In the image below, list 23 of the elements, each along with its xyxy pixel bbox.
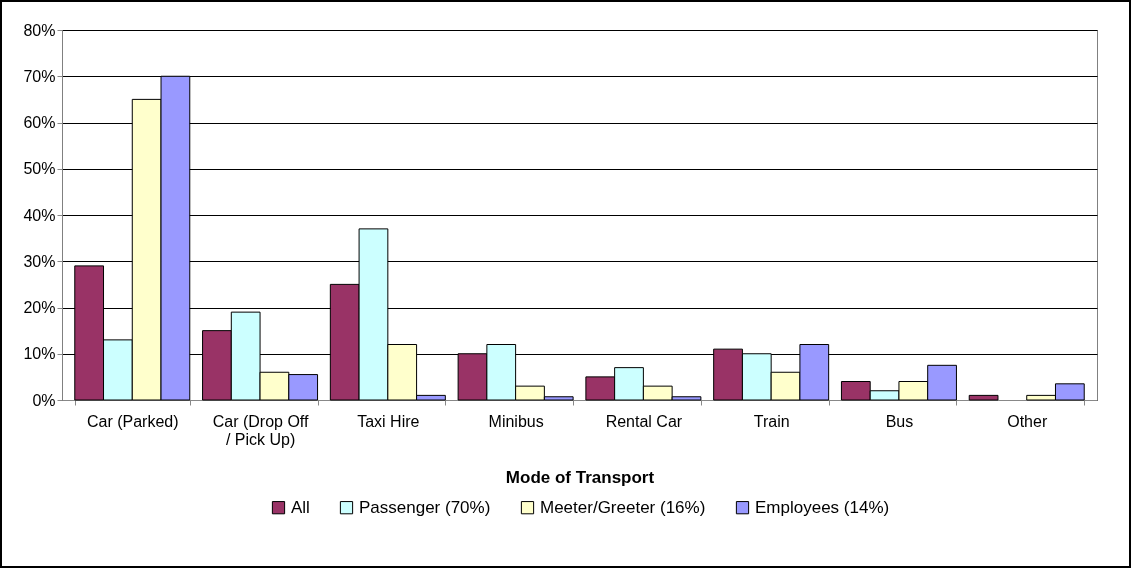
x-tick-label: Car (Drop Off / Pick Up) <box>212 412 309 448</box>
y-tick-label: 80% <box>23 21 56 39</box>
x-tick-label: Other <box>1007 412 1048 430</box>
x-tick-label: Car (Parked) <box>86 412 179 430</box>
y-tick-label: 40% <box>23 206 56 224</box>
x-tick-label: Minibus <box>488 412 544 430</box>
bar <box>968 394 999 401</box>
x-axis-title: Mode of Transport <box>505 467 655 487</box>
y-tick-label: 20% <box>23 299 56 316</box>
legend-label: All <box>291 497 310 517</box>
x-tick-label: Train <box>753 412 790 430</box>
legend-label: Passenger (70%) <box>359 497 491 517</box>
y-tick-label: 60% <box>23 114 56 131</box>
y-tick-label: 10% <box>23 345 56 363</box>
x-tick-label: Bus <box>885 412 914 430</box>
y-tick-label: 70% <box>23 67 56 85</box>
y-tick-label: 0% <box>32 391 56 409</box>
x-tick-label: Rental Car <box>605 412 683 430</box>
y-tick-label: 50% <box>23 160 56 178</box>
x-tick-label: Taxi Hire <box>357 412 420 430</box>
legend-label: Employees (14%) <box>755 497 890 517</box>
legend-label: Meeter/Greeter (16%) <box>540 497 706 517</box>
y-tick-label: 30% <box>23 252 56 270</box>
